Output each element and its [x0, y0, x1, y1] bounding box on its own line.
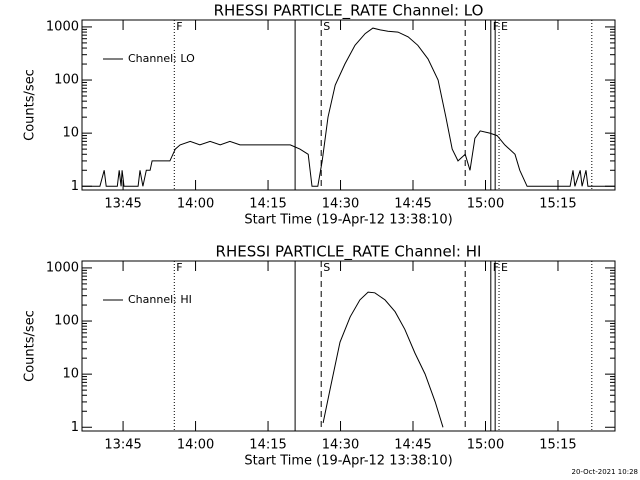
marker-label: E [501, 261, 508, 274]
x-tick-label: 14:30 [322, 197, 359, 212]
legend-label: Channel: LO [128, 52, 195, 65]
y-tick-label: 10 [62, 367, 79, 382]
y-tick-label: 1 [71, 420, 79, 435]
legend-label: Channel: HI [128, 293, 192, 306]
marker-label: F [176, 20, 182, 33]
marker-label: S [323, 261, 330, 274]
data-line [322, 291, 444, 428]
y-tick-label: 100 [54, 73, 79, 88]
plot-frame [81, 260, 616, 432]
x-tick-label: 14:00 [177, 197, 214, 212]
y-tick-label: 1000 [46, 19, 79, 34]
y-axis-label: Counts/sec [23, 310, 38, 382]
x-tick-label: 14:45 [394, 197, 431, 212]
chart-title: RHESSI PARTICLE_RATE Channel: HI [216, 243, 482, 262]
x-axis-label: Start Time (19-Apr-12 13:38:10) [244, 213, 452, 228]
x-tick-label: 14:00 [177, 438, 214, 453]
marker-label: E [501, 20, 508, 33]
x-tick-label: 14:30 [322, 438, 359, 453]
x-tick-label: 14:15 [249, 438, 286, 453]
x-tick-label: 15:15 [539, 197, 576, 212]
y-tick-label: 10 [62, 126, 79, 141]
marker-label: F [176, 261, 182, 274]
y-axis-label: Counts/sec [23, 69, 38, 141]
chart-title: RHESSI PARTICLE_RATE Channel: LO [214, 2, 484, 21]
x-axis-label: Start Time (19-Apr-12 13:38:10) [244, 454, 452, 469]
marker-label: S [323, 20, 330, 33]
marker-label: F [493, 261, 499, 274]
plot-frame [81, 19, 616, 191]
data-line [82, 27, 615, 187]
y-tick-label: 1000 [46, 260, 79, 275]
x-tick-label: 15:15 [539, 438, 576, 453]
x-tick-label: 13:45 [104, 197, 141, 212]
x-tick-label: 14:45 [394, 438, 431, 453]
x-tick-label: 13:45 [104, 438, 141, 453]
y-tick-label: 100 [54, 314, 79, 329]
x-tick-label: 14:15 [249, 197, 286, 212]
x-tick-label: 15:00 [467, 438, 504, 453]
footer: 20-Oct-2021 10:28 [572, 468, 638, 476]
y-tick-label: 1 [71, 179, 79, 194]
x-tick-label: 15:00 [467, 197, 504, 212]
marker-label: F [493, 20, 499, 33]
